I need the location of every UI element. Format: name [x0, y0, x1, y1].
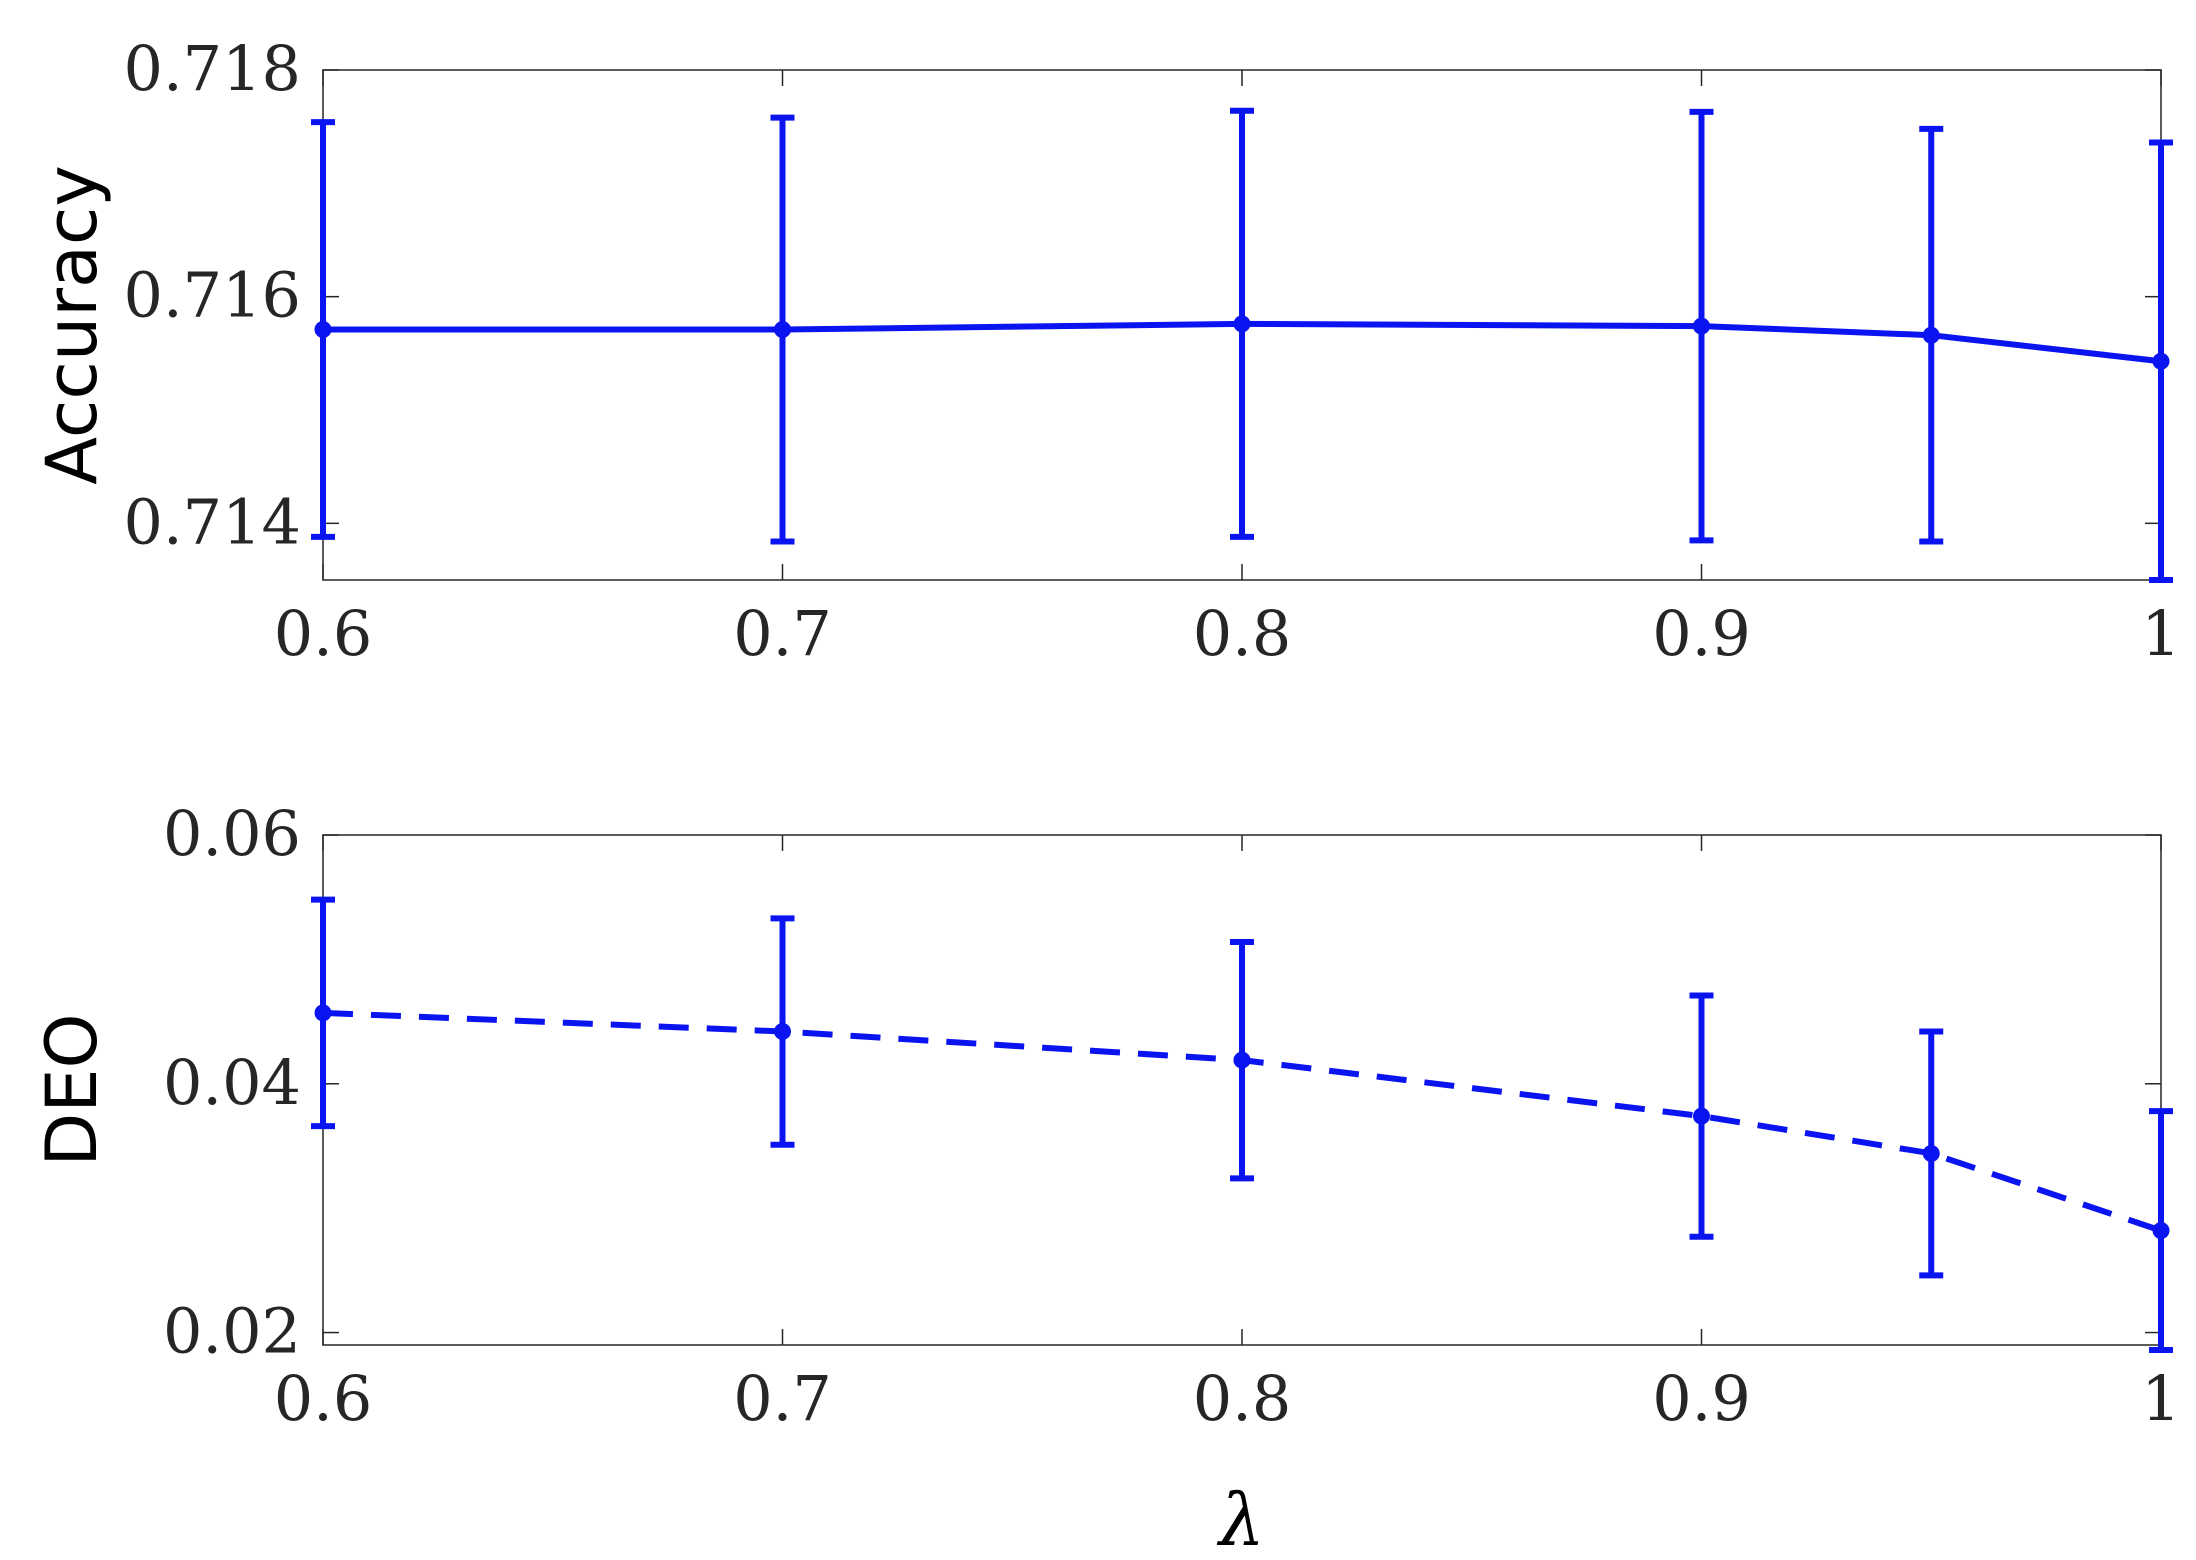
accuracy-data-point — [774, 321, 791, 339]
deo-x-tick-label: 1 — [2141, 1362, 2180, 1435]
accuracy-x-tick-label: 0.6 — [274, 597, 373, 670]
accuracy-data-point — [1693, 317, 1710, 335]
accuracy-data-point — [2152, 352, 2170, 370]
accuracy-y-tick-label: 0.714 — [124, 485, 302, 558]
accuracy-x-tick-label: 1 — [2141, 597, 2180, 670]
accuracy-series — [311, 107, 2173, 583]
deo-y-tick-label: 0.02 — [163, 1295, 301, 1368]
accuracy-data-point — [1233, 315, 1251, 333]
deo-panel: 0.6 0.7 0.8 0.9 1 0.02 0.04 0.06 DEO λ — [31, 797, 2181, 1560]
deo-data-point — [1693, 1107, 1710, 1125]
deo-x-tick-label: 0.7 — [733, 1362, 832, 1435]
deo-data-point — [1233, 1051, 1251, 1069]
deo-ticks: 0.6 0.7 0.8 0.9 1 0.02 0.04 0.06 — [163, 797, 2181, 1435]
deo-y-tick-label: 0.06 — [163, 797, 301, 870]
accuracy-x-tick-label: 0.9 — [1652, 597, 1751, 670]
deo-data-point — [314, 1004, 332, 1022]
deo-series-line — [322, 1009, 2162, 1234]
accuracy-y-tick-label: 0.718 — [124, 32, 302, 105]
deo-data-point — [2152, 1222, 2170, 1240]
accuracy-y-tick-label: 0.716 — [124, 259, 302, 332]
deo-y-tick-label: 0.04 — [163, 1046, 301, 1119]
accuracy-x-tick-label: 0.8 — [1193, 597, 1292, 670]
deo-x-tick-label: 0.8 — [1193, 1362, 1292, 1435]
accuracy-data-point — [314, 321, 332, 339]
deo-data-point — [774, 1023, 791, 1041]
deo-series — [311, 896, 2173, 1353]
accuracy-x-tick-label: 0.7 — [733, 597, 832, 670]
accuracy-ticks: 0.6 0.7 0.8 0.9 1 0.714 0.716 0.718 — [124, 32, 2181, 670]
accuracy-series-line — [323, 320, 2162, 365]
deo-x-tick-label: 0.6 — [274, 1362, 373, 1435]
deo-x-tick-label: 0.9 — [1652, 1362, 1751, 1435]
deo-data-point — [1922, 1144, 1940, 1162]
accuracy-data-point — [1922, 326, 1940, 344]
accuracy-panel: 0.6 0.7 0.8 0.9 1 0.714 0.716 0.718 Accuracy — [31, 32, 2181, 670]
deo-y-axis-label: DEO — [31, 1013, 113, 1166]
accuracy-y-axis-label: Accuracy — [31, 165, 113, 485]
deo-x-axis-label: λ — [1216, 1478, 1265, 1560]
